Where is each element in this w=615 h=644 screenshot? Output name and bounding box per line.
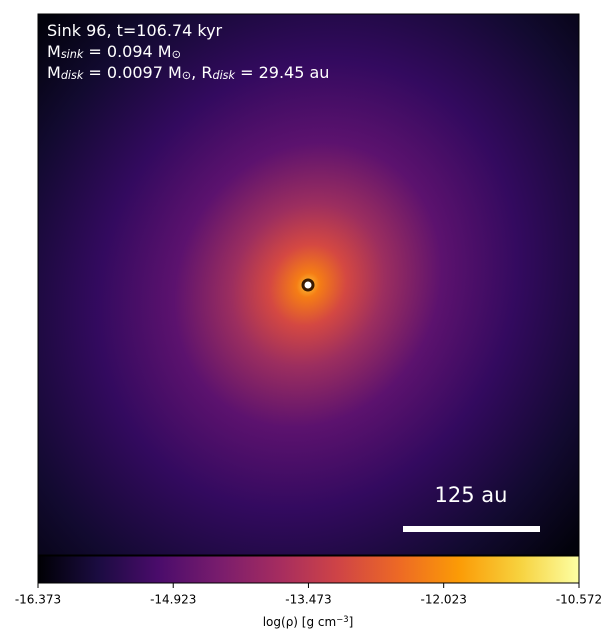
colorbar <box>37 555 580 584</box>
subscript: disk <box>61 69 84 82</box>
tick-label: -13.473 <box>285 593 331 607</box>
tick-label: -14.923 <box>150 593 196 607</box>
superscript: −3 <box>336 614 348 624</box>
subscript: disk <box>212 69 235 82</box>
annotation: Sink 96, t=106.74 kyr <box>47 21 223 40</box>
text-part: , R <box>191 63 212 82</box>
scale-bar <box>403 526 540 532</box>
subscript: ⊙ <box>182 69 191 82</box>
subscript: ⊙ <box>172 48 181 61</box>
text-part: M <box>47 42 61 61</box>
text-part: = 0.0097 M <box>83 63 181 82</box>
tick-label: -16.373 <box>15 593 61 607</box>
colorbar-axis: -16.373 -14.923 -13.473 -12.023 -10.572 log(ρ… <box>15 583 602 629</box>
scale-bar-label: 125 au <box>435 483 508 507</box>
text-part: log(ρ) [g cm <box>263 615 337 629</box>
annotation: Msink = 0.094 M⊙ <box>47 42 181 61</box>
text-part: Sink 96, t=106.74 kyr <box>47 21 223 40</box>
annotation: Mdisk = 0.0097 M⊙, Rdisk = 29.45 au <box>47 63 329 82</box>
text-part: = 0.094 M <box>83 42 171 61</box>
tick-label: -12.023 <box>421 593 467 607</box>
tick-label: -10.572 <box>556 593 602 607</box>
colorbar-label: log(ρ) [g cm−3] <box>263 614 354 629</box>
sink-marker <box>301 278 315 292</box>
subscript: sink <box>61 48 84 61</box>
text-part: M <box>47 63 61 82</box>
text-part: ] <box>349 615 354 629</box>
text-part: = 29.45 au <box>235 63 329 82</box>
